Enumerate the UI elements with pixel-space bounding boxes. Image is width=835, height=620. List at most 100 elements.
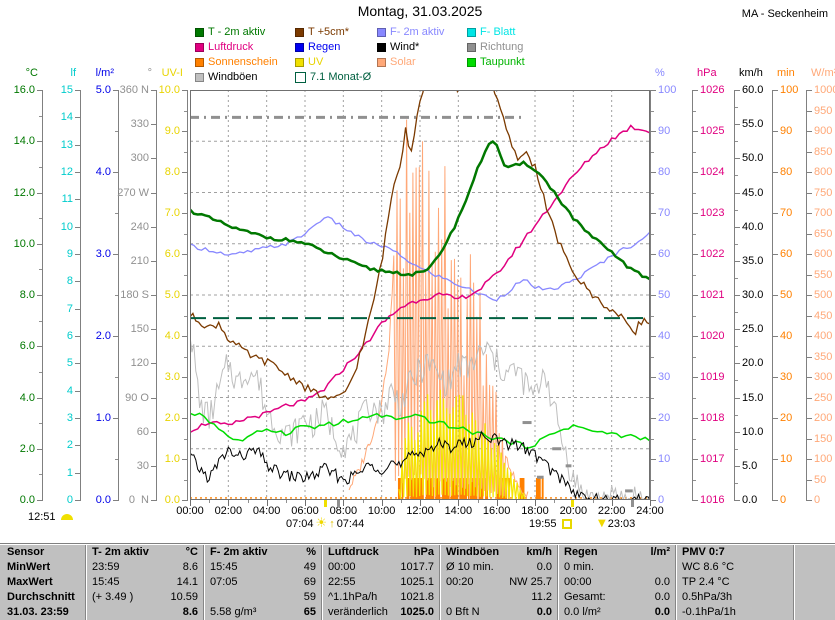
axis-tick-label: 700 bbox=[814, 207, 833, 219]
table-cell-row: ^1.1hPa/h 1021.8 bbox=[322, 590, 440, 605]
axis-tick-label: 0.0 bbox=[742, 494, 758, 506]
axis-tick-label: 4.0 bbox=[164, 330, 180, 342]
axis-tick bbox=[75, 500, 80, 501]
axis-minor-tick bbox=[651, 397, 654, 399]
axis-tick bbox=[807, 315, 812, 317]
axis-tick-label: 300 bbox=[130, 152, 149, 165]
axis-tick bbox=[807, 459, 812, 460]
axis-tick-label: 7 bbox=[66, 302, 73, 315]
axis-tick-label: 90 bbox=[658, 125, 671, 137]
axis-unit-c: °C bbox=[25, 67, 38, 79]
axis-tick bbox=[182, 254, 187, 255]
axis-tick-label: 360 N bbox=[119, 84, 149, 96]
table-group-title: F- 2m aktiv bbox=[210, 546, 268, 558]
legend-item-uv: UV bbox=[295, 56, 323, 68]
table-cell-value: 1025.0 bbox=[400, 606, 434, 618]
axis-tick bbox=[693, 131, 698, 132]
axis-tick-label: 70 bbox=[780, 207, 793, 219]
axis-line-hpa bbox=[692, 90, 693, 501]
table-cell-left: (+ 3.49 ) bbox=[92, 591, 134, 603]
axis-tick-label: 600 bbox=[814, 248, 833, 260]
axis-tick-label: 1019 bbox=[700, 371, 725, 383]
axis-tick bbox=[182, 295, 187, 296]
axis-minor-tick bbox=[184, 397, 187, 399]
axis-tick bbox=[182, 90, 187, 91]
sunset-time: 19:55 bbox=[529, 518, 557, 530]
table-cell-value: 1021.8 bbox=[400, 591, 434, 603]
table-group-unit: hPa bbox=[413, 546, 434, 558]
axis-tick bbox=[807, 151, 812, 153]
x-axis-minor-tick bbox=[439, 500, 441, 503]
axis-tick-label: 70 bbox=[658, 207, 671, 219]
axis-tick-label: 8.0 bbox=[164, 166, 180, 178]
axis-tick bbox=[807, 397, 812, 399]
table-cell-left: 0.5hPa/3h bbox=[682, 591, 733, 603]
legend-label: Sonnenschein bbox=[208, 56, 278, 68]
axis-tick bbox=[807, 336, 812, 337]
legend-item-luftdruck: Luftdruck bbox=[195, 41, 253, 53]
axis-tick bbox=[75, 144, 80, 146]
axis-tick-label: 10 bbox=[780, 453, 793, 465]
table-group-title: Luftdruck bbox=[328, 546, 379, 558]
axis-minor-tick bbox=[735, 312, 738, 314]
axis-tick-label: 250 bbox=[814, 391, 833, 404]
axis-unit-kmh: km/h bbox=[739, 67, 763, 79]
table-cell-value: 0.0 bbox=[654, 606, 670, 618]
legend-label: Luftdruck bbox=[208, 41, 254, 53]
axis-tick bbox=[651, 172, 656, 173]
axis-minor-tick bbox=[115, 459, 118, 460]
axis-tick bbox=[651, 336, 656, 337]
axis-tick-label: 4.0 bbox=[19, 391, 35, 404]
axis-tick bbox=[735, 363, 740, 365]
legend-item-windb-en: Windböen bbox=[195, 71, 258, 83]
legend-swatch bbox=[195, 27, 204, 37]
axis-tick-label: 850 bbox=[814, 145, 833, 158]
x-axis-minor-tick bbox=[592, 500, 594, 503]
x-axis-minor-tick bbox=[209, 500, 211, 503]
sunshine-block bbox=[459, 478, 467, 500]
axis-tick bbox=[807, 110, 812, 112]
table-group-title: Regen bbox=[564, 546, 598, 558]
axis-tick bbox=[113, 336, 118, 337]
sunshine-block bbox=[535, 478, 541, 500]
axis-minor-tick bbox=[39, 423, 42, 425]
axis-tick-label: 30 bbox=[780, 371, 793, 383]
axis-unit-hpa: hPa bbox=[697, 67, 717, 79]
axis-minor-tick bbox=[735, 141, 738, 143]
legend-swatch bbox=[377, 27, 386, 37]
axis-tick-label: 150 bbox=[814, 432, 833, 445]
axis-tick bbox=[651, 377, 656, 378]
moonset-time: 23:03 bbox=[607, 518, 636, 530]
axis-tick bbox=[37, 192, 42, 194]
axis-tick bbox=[773, 500, 778, 501]
series-wind bbox=[190, 430, 650, 500]
axis-tick bbox=[693, 459, 698, 460]
axis-tick bbox=[75, 117, 80, 119]
axis-minor-tick bbox=[735, 243, 738, 245]
axis-tick-label: 30.0 bbox=[742, 289, 764, 301]
axis-tick bbox=[735, 124, 740, 126]
axis-tick-label: 80 bbox=[658, 166, 671, 178]
axis-tick bbox=[735, 226, 740, 228]
series-luftdruck bbox=[190, 124, 650, 434]
table-cell-row: 00:00 0.0 bbox=[558, 575, 676, 590]
sunshine-block bbox=[401, 478, 404, 500]
axis-minor-tick bbox=[39, 320, 42, 322]
axis-minor-tick bbox=[115, 131, 118, 132]
axis-tick bbox=[651, 500, 656, 501]
x-axis-label: 22:00 bbox=[597, 505, 626, 517]
axis-tick-label: 1.0 bbox=[95, 412, 111, 424]
x-axis-label: 24:00 bbox=[636, 505, 664, 517]
axis-tick-label: 30 bbox=[658, 371, 671, 383]
axis-minor-tick bbox=[693, 479, 696, 481]
axis-minor-tick bbox=[184, 438, 187, 440]
axis-tick-label: 650 bbox=[814, 227, 833, 240]
axis-minor-tick bbox=[693, 233, 696, 235]
axis-tick bbox=[735, 465, 740, 467]
sunshine-block bbox=[541, 478, 544, 500]
axis-minor-tick bbox=[735, 380, 738, 382]
axis-tick-label: 3 bbox=[66, 412, 73, 424]
axis-tick-label: 40 bbox=[658, 330, 671, 342]
axis-tick-label: 14 bbox=[60, 111, 73, 124]
axis-tick bbox=[735, 397, 740, 399]
